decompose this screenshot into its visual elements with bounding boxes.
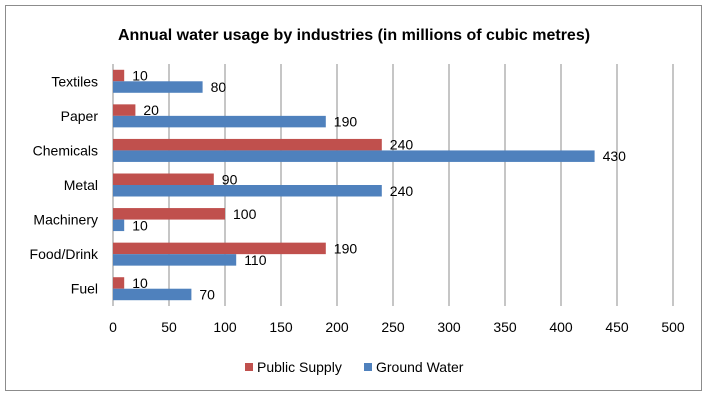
x-tick-label: 400	[549, 319, 573, 335]
bar-public-supply	[113, 242, 326, 255]
x-tick-labels: 0 50 100 150 200 250 300 350 400 450 500	[109, 319, 685, 335]
bar-ground-water	[113, 150, 595, 162]
x-tick-label: 450	[605, 319, 629, 335]
category-label: Textiles	[51, 73, 98, 89]
data-label: 90	[222, 171, 238, 187]
bar-ground-water	[113, 219, 125, 232]
category-label: Paper	[61, 108, 99, 124]
bar-public-supply	[113, 277, 125, 289]
bar-public-supply	[113, 104, 136, 116]
legend: Public Supply Ground Water	[245, 359, 464, 375]
data-label: 190	[334, 114, 358, 130]
chart-frame	[5, 5, 702, 391]
legend-swatch	[364, 363, 372, 371]
legend-swatch	[245, 363, 253, 371]
bar-public-supply	[113, 138, 382, 151]
data-label: 190	[334, 240, 358, 256]
bar-public-supply	[113, 173, 214, 185]
data-label: 10	[132, 217, 148, 233]
legend-label: Public Supply	[257, 359, 342, 375]
data-label: 70	[199, 286, 215, 302]
bar-ground-water	[113, 115, 326, 128]
bar-public-supply	[113, 208, 225, 220]
chart-title: Annual water usage by industries (in mil…	[118, 27, 590, 44]
category-label: Fuel	[71, 281, 98, 297]
x-tick-label: 50	[161, 319, 177, 335]
data-label: 110	[244, 252, 267, 268]
x-tick-label: 200	[325, 319, 349, 335]
x-tick-label: 250	[381, 319, 405, 335]
bar-ground-water	[113, 254, 237, 266]
x-tick-label: 100	[213, 319, 237, 335]
bar-ground-water	[113, 81, 203, 93]
category-label: Machinery	[33, 212, 98, 228]
data-label: 10	[132, 68, 148, 84]
bar-ground-water	[113, 185, 382, 197]
data-label: 240	[390, 137, 414, 153]
x-tick-label: 500	[661, 319, 685, 335]
category-label: Chemicals	[33, 142, 98, 158]
data-label: 10	[132, 275, 148, 291]
data-label: 240	[390, 183, 414, 199]
legend-label: Ground Water	[376, 359, 464, 375]
x-tick-label: 300	[437, 319, 461, 335]
x-tick-label: 150	[269, 319, 293, 335]
data-label: 100	[233, 206, 257, 222]
grid-lines	[112, 64, 674, 306]
bar-public-supply	[113, 69, 125, 82]
category-label: Food/Drink	[30, 246, 99, 262]
bars	[113, 69, 595, 301]
data-label: 430	[603, 148, 627, 164]
bar-ground-water	[113, 288, 192, 301]
data-label: 80	[211, 79, 227, 95]
x-tick-label: 350	[493, 319, 517, 335]
category-label: Metal	[64, 177, 98, 193]
x-tick-label: 0	[109, 319, 117, 335]
data-labels: 10 80 20 190 240 430 90 240 100 10 190 110 10 70	[132, 68, 626, 303]
data-label: 20	[143, 102, 159, 118]
category-labels: Textiles Paper Chemicals Metal Machinery Food…	[30, 73, 99, 296]
